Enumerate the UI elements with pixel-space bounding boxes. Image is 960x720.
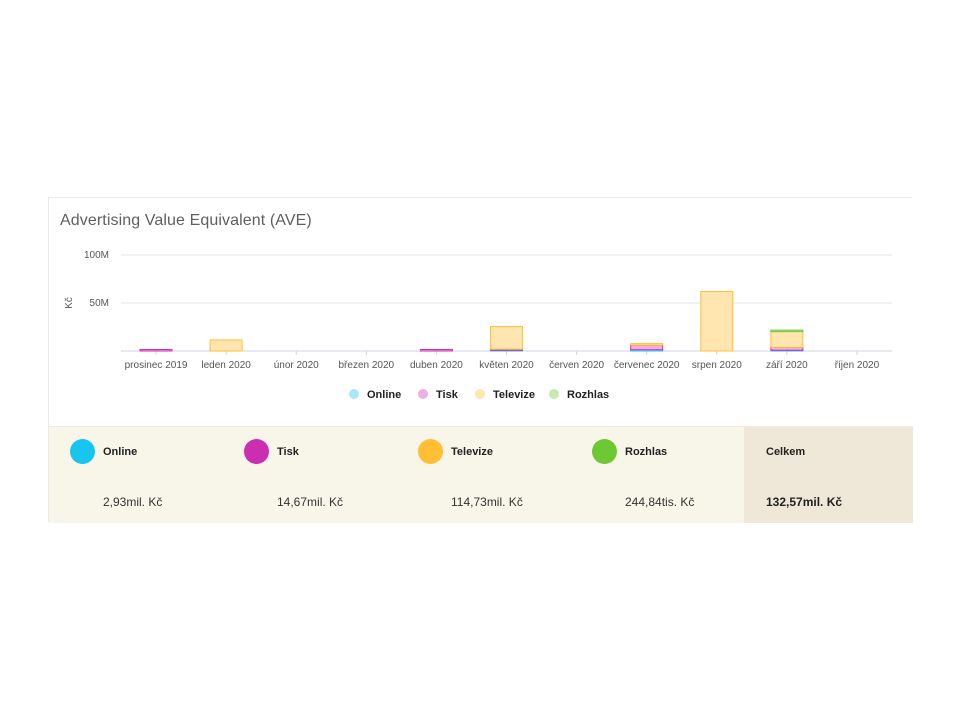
summary-total: Celkem 132,57mil. Kč [744, 427, 913, 523]
summary-label: Tisk [277, 446, 299, 458]
x-tick-label: květen 2020 [479, 360, 534, 371]
x-tick-label: leden 2020 [201, 360, 251, 371]
bar-televize [490, 326, 523, 350]
summary-value: 14,67mil. Kč [277, 495, 344, 509]
legend-item-rozhlas: Rozhlas [567, 389, 609, 401]
x-tick-label: duben 2020 [410, 360, 463, 371]
y-tick-label: 100M [84, 250, 109, 261]
bar-rozhlas [770, 329, 804, 333]
televize-color-dot [418, 439, 443, 464]
bar-tisk [630, 344, 664, 351]
summary-label: Rozhlas [625, 446, 668, 458]
legend-marker-tisk [418, 389, 428, 399]
y-axis-label: Kč [64, 297, 75, 309]
summary-value: 2,93mil. Kč [103, 495, 163, 509]
bar-tisk [139, 349, 173, 352]
bar-televize [630, 343, 664, 346]
legend-item-televize: Televize [493, 389, 535, 401]
x-tick-label: únor 2020 [274, 360, 319, 371]
summary-label: Online [103, 446, 138, 458]
bar-televize [770, 331, 804, 348]
x-tick-label: červen 2020 [549, 360, 604, 371]
summary-panel: Online 2,93mil. Kč Tisk 14,67mil. Kč Tel… [49, 426, 913, 523]
summary-item-rozhlas: Rozhlas 244,84tis. Kč [571, 427, 744, 523]
x-tick-label: březen 2020 [339, 360, 395, 371]
legend-marker-rozhlas [549, 389, 559, 399]
x-tick-label: září 2020 [766, 360, 808, 371]
x-tick-label: říjen 2020 [835, 360, 880, 371]
tisk-color-dot [244, 439, 269, 464]
bar-televize [209, 339, 243, 352]
summary-total-label: Celkem [766, 446, 806, 458]
x-tick-label: prosinec 2019 [125, 360, 188, 371]
y-tick-label: 50M [90, 298, 109, 309]
legend-marker-online [349, 389, 359, 399]
summary-item-tisk: Tisk 14,67mil. Kč [223, 427, 397, 523]
bar-televize [700, 290, 734, 352]
summary-value: 244,84tis. Kč [625, 495, 695, 509]
rozhlas-color-dot [592, 439, 617, 464]
x-tick-label: srpen 2020 [692, 360, 742, 371]
summary-item-online: Online 2,93mil. Kč [49, 427, 223, 523]
summary-value: 114,73mil. Kč [451, 495, 523, 509]
bar-tisk [419, 349, 453, 352]
summary-item-televize: Televize 114,73mil. Kč [397, 427, 571, 523]
legend-marker-televize [475, 389, 485, 399]
summary-label: Televize [451, 446, 493, 458]
legend-item-online: Online [367, 389, 401, 401]
online-color-dot [70, 439, 95, 464]
summary-total-value: 132,57mil. Kč [766, 495, 843, 509]
ave-chart-card: Advertising Value Equivalent (AVE) 50M 10… [48, 197, 913, 523]
chart-title: Advertising Value Equivalent (AVE) [60, 212, 312, 229]
x-tick-label: červenec 2020 [614, 360, 680, 371]
legend-item-tisk: Tisk [436, 389, 459, 401]
ave-bar-chart: 50M 100M Kč prosinec 2019 leden 2020 únor 202… [64, 250, 892, 401]
